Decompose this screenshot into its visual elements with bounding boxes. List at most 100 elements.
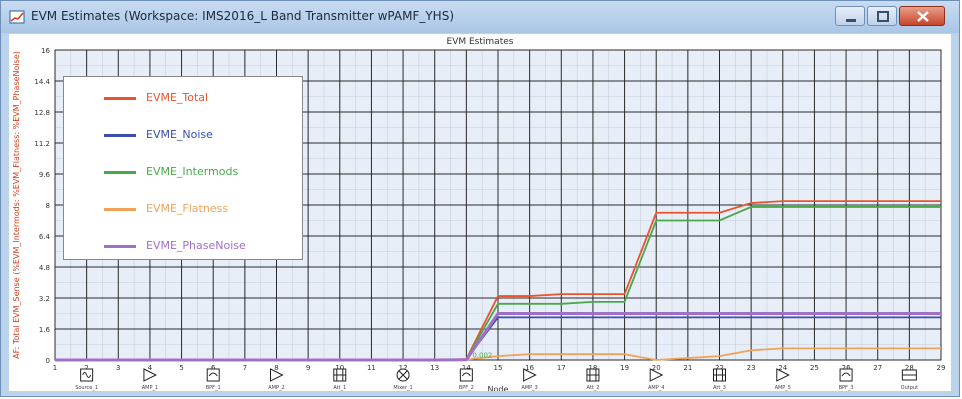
x-tick-label: 21 (683, 364, 692, 372)
x-tick-label: 13 (430, 364, 439, 372)
y-tick-label: 4.8 (39, 264, 50, 272)
amplifier-icon (270, 368, 284, 382)
x-tick-label: 5 (179, 364, 183, 372)
legend-item[interactable]: EVME_Noise (64, 126, 304, 146)
filter-icon (459, 368, 473, 382)
x-tick-label: 12 (399, 364, 408, 372)
y-tick-label: 3.2 (39, 295, 50, 303)
legend-swatch (104, 171, 136, 174)
y-tick-label: 6.4 (39, 233, 51, 241)
x-tick-label: 28 (905, 364, 914, 372)
x-tick-label: 19 (620, 364, 629, 372)
component-label: Mixer_1 (393, 385, 412, 391)
maximize-icon (877, 11, 889, 22)
x-tick-label: 24 (778, 364, 787, 372)
component-label: AMP_2 (268, 385, 284, 391)
legend-swatch (104, 208, 136, 211)
y-axis-label: AF: Total EVM_Sense (%EVM_Intermods: %EV… (12, 51, 21, 359)
y-tick-label: 14.4 (34, 78, 50, 86)
x-tick-label: 26 (842, 364, 851, 372)
component-label: BPF_2 (459, 385, 474, 391)
legend-label: EVME_Flatness (146, 202, 229, 215)
y-tick-label: 1.6 (39, 326, 51, 334)
x-tick-label: 27 (873, 364, 882, 372)
source-icon (80, 368, 94, 382)
attenuator-icon (333, 368, 347, 382)
close-button[interactable] (899, 6, 945, 26)
x-tick-label: 4 (148, 364, 153, 372)
x-tick-label: 18 (588, 364, 597, 372)
x-tick-label: 16 (525, 364, 534, 372)
x-tick-label: 1 (53, 364, 57, 372)
component-label: Output (901, 385, 918, 391)
x-axis-label: Node (488, 385, 509, 391)
component-label: AMP_4 (648, 385, 664, 391)
legend-label: EVME_Total (146, 91, 209, 104)
x-tick-label: 8 (274, 364, 278, 372)
y-tick-label: 12.8 (34, 109, 50, 117)
title-bar[interactable]: EVM Estimates (Workspace: IMS2016_L Band… (1, 1, 959, 33)
component-label: Att_1 (333, 385, 346, 391)
legend-label: EVME_Noise (146, 128, 213, 141)
component-label: BPF_3 (839, 385, 854, 391)
x-tick-label: 3 (116, 364, 120, 372)
legend-item[interactable]: EVME_Total (64, 89, 304, 109)
filter-icon (206, 368, 220, 382)
legend-swatch (104, 134, 136, 137)
close-icon (917, 11, 929, 22)
x-tick-label: 22 (715, 364, 724, 372)
x-tick-label: 15 (494, 364, 503, 372)
component-label: AMP_1 (142, 385, 158, 391)
x-tick-label: 6 (211, 364, 216, 372)
attenuator-icon (713, 368, 726, 382)
x-tick-label: 23 (747, 364, 756, 372)
chart-legend[interactable]: EVME_Total EVME_Noise EVME_Intermods EVME_F… (63, 76, 303, 260)
component-label: AMP_5 (775, 385, 791, 391)
x-tick-label: 2 (84, 364, 88, 372)
output-icon (901, 369, 917, 381)
component-label: Source_1 (75, 385, 98, 391)
y-tick-label: 11.2 (34, 140, 50, 148)
x-tick-label: 17 (557, 364, 566, 372)
y-tick-label: 16 (41, 47, 50, 55)
amplifier-icon (143, 368, 158, 382)
amplifier-icon (523, 368, 537, 382)
legend-swatch (104, 97, 136, 100)
y-tick-label: 0 (46, 357, 50, 365)
y-tick-label: 9.6 (39, 171, 51, 179)
series-line-evme-phasenoise (55, 312, 941, 362)
amplifier-icon (776, 368, 790, 382)
x-tick-label: 29 (937, 364, 946, 372)
chart-area: 16 14.4 12.8 11.2 9.6 8 6.4 4.8 3.2 1.6 0 1 2 3 4 5 6 7 8 9… (9, 34, 951, 391)
x-tick-label: 25 (810, 364, 819, 372)
x-tick-label: 9 (306, 364, 310, 372)
attenuator-icon (586, 368, 600, 382)
minimize-button[interactable] (835, 6, 865, 26)
component-label: AMP_3 (521, 385, 537, 391)
filter-icon (839, 368, 853, 382)
x-tick-label: 11 (367, 364, 376, 372)
chart-title: EVM Estimates (446, 37, 514, 47)
legend-swatch (104, 245, 136, 248)
legend-item[interactable]: EVME_PhaseNoise (64, 237, 304, 257)
legend-item[interactable]: EVME_Flatness (64, 200, 304, 220)
component-label: BPF_1 (206, 385, 221, 391)
window-title: EVM Estimates (Workspace: IMS2016_L Band… (31, 9, 455, 23)
y-tick-label: 8 (46, 202, 50, 210)
x-tick-label: 7 (243, 364, 247, 372)
legend-item[interactable]: EVME_Intermods (64, 163, 304, 183)
component-label: Att_3 (713, 385, 726, 391)
point-annotation: 0.002 (472, 352, 492, 360)
legend-label: EVME_PhaseNoise (146, 239, 246, 252)
mixer-icon (396, 368, 410, 382)
maximize-button[interactable] (867, 6, 897, 26)
minimize-icon (846, 19, 856, 22)
x-tick-label: 20 (652, 364, 661, 372)
x-tick-label: 14 (462, 364, 471, 372)
amplifier-icon (649, 368, 664, 382)
legend-label: EVME_Intermods (146, 165, 239, 178)
x-tick-label: 10 (335, 364, 344, 372)
component-label: Att_2 (586, 385, 599, 391)
chart-app-icon (9, 10, 25, 24)
